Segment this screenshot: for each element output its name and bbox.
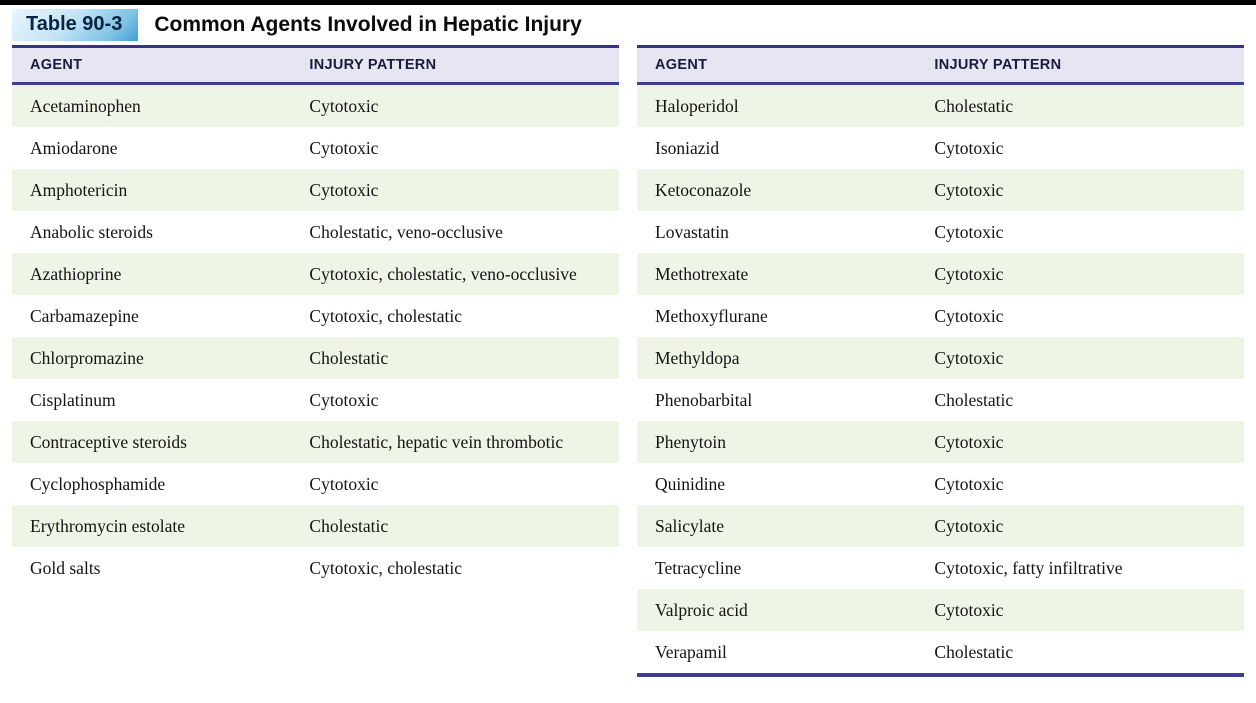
agent-cell: Acetaminophen: [30, 95, 141, 116]
two-column-table-layout: Table 90-3 Common Agents Involved in Hep…: [12, 5, 1244, 677]
injury-cell: Cytotoxic: [309, 389, 379, 410]
agent-cell: Quinidine: [655, 473, 725, 494]
left-column: Table 90-3 Common Agents Involved in Hep…: [12, 5, 619, 677]
agent-cell: Cyclophosphamide: [30, 473, 166, 494]
agent-cell: Valproic acid: [655, 599, 748, 620]
injury-cell: Cytotoxic: [934, 263, 1004, 284]
table-row: Ketoconazole Cytotoxic: [637, 169, 1244, 211]
injury-cell: Cytotoxic: [934, 473, 1004, 494]
table-row: Methoxyflurane Cytotoxic: [637, 295, 1244, 337]
table-row: Erythromycin estolate Cholestatic: [12, 505, 619, 547]
injury-cell: Cytotoxic: [934, 515, 1004, 536]
table-row: Acetaminophen Cytotoxic: [12, 85, 619, 127]
table-caption: Table 90-3 Common Agents Involved in Hep…: [12, 5, 619, 45]
left-table-header: AGENT INJURY PATTERN: [12, 45, 619, 85]
injury-cell: Cholestatic: [934, 641, 1014, 662]
table-row: Phenytoin Cytotoxic: [637, 421, 1244, 463]
agent-cell: Haloperidol: [655, 95, 739, 116]
injury-cell: Cytotoxic, fatty infiltrative: [934, 557, 1123, 578]
agent-column-header: AGENT: [30, 57, 83, 73]
agent-cell: Salicylate: [655, 515, 725, 536]
injury-cell: Cytotoxic, cholestatic: [309, 305, 463, 326]
table-row: Verapamil Cholestatic: [637, 631, 1244, 673]
agent-cell: Phenobarbital: [655, 389, 753, 410]
injury-cell: Cholestatic: [309, 515, 389, 536]
agent-cell: Amiodarone: [30, 137, 118, 158]
right-table-bottom-rule: [637, 673, 1244, 677]
table-row: Amiodarone Cytotoxic: [12, 127, 619, 169]
table-row: Azathioprine Cytotoxic, cholestatic, ven…: [12, 253, 619, 295]
page-top-edge: [0, 0, 1256, 5]
injury-cell: Cholestatic: [309, 347, 389, 368]
table-row: Carbamazepine Cytotoxic, cholestatic: [12, 295, 619, 337]
agent-cell: Anabolic steroids: [30, 221, 153, 242]
table-row: Chlorpromazine Cholestatic: [12, 337, 619, 379]
injury-cell: Cytotoxic: [934, 137, 1004, 158]
table-row: Methyldopa Cytotoxic: [637, 337, 1244, 379]
table-row: Salicylate Cytotoxic: [637, 505, 1244, 547]
table-row: Tetracycline Cytotoxic, fatty infiltrati…: [637, 547, 1244, 589]
agent-cell: Chlorpromazine: [30, 347, 144, 368]
injury-cell: Cholestatic: [934, 95, 1014, 116]
agent-cell: Carbamazepine: [30, 305, 139, 326]
agent-cell: Tetracycline: [655, 557, 742, 578]
table-row: Anabolic steroids Cholestatic, veno-occl…: [12, 211, 619, 253]
agent-cell: Methotrexate: [655, 263, 749, 284]
injury-cell: Cytotoxic: [934, 179, 1004, 200]
table-row: Valproic acid Cytotoxic: [637, 589, 1244, 631]
agent-cell: Amphotericin: [30, 179, 128, 200]
injury-cell: Cytotoxic: [934, 431, 1004, 452]
injury-cell: Cytotoxic: [309, 137, 379, 158]
agent-cell: Methyldopa: [655, 347, 740, 368]
injury-cell: Cholestatic, hepatic vein thrombotic: [309, 431, 564, 452]
agent-cell: Cisplatinum: [30, 389, 116, 410]
injury-cell: Cytotoxic: [309, 95, 379, 116]
table-row: Gold salts Cytotoxic, cholestatic: [12, 547, 619, 589]
right-table-header: AGENT INJURY PATTERN: [637, 45, 1244, 85]
table-number-tab: Table 90-3: [12, 9, 139, 41]
table-row: Amphotericin Cytotoxic: [12, 169, 619, 211]
right-table-body: Haloperidol Cholestatic Isoniazid Cytoto…: [637, 85, 1244, 673]
agent-cell: Ketoconazole: [655, 179, 752, 200]
table-row: Cyclophosphamide Cytotoxic: [12, 463, 619, 505]
injury-pattern-column-header: INJURY PATTERN: [934, 57, 1062, 73]
agent-cell: Contraceptive steroids: [30, 431, 187, 452]
table-row: Cisplatinum Cytotoxic: [12, 379, 619, 421]
table-row: Lovastatin Cytotoxic: [637, 211, 1244, 253]
right-column-spacer: [637, 5, 1244, 45]
injury-cell: Cytotoxic, cholestatic: [309, 557, 463, 578]
injury-cell: Cytotoxic: [934, 347, 1004, 368]
injury-cell: Cholestatic, veno-occlusive: [309, 221, 503, 242]
table-row: Contraceptive steroids Cholestatic, hepa…: [12, 421, 619, 463]
agent-column-header: AGENT: [655, 57, 708, 73]
injury-cell: Cytotoxic: [309, 179, 379, 200]
left-table-body: Acetaminophen Cytotoxic Amiodarone Cytot…: [12, 85, 619, 589]
table-row: Isoniazid Cytotoxic: [637, 127, 1244, 169]
injury-cell: Cholestatic: [934, 389, 1014, 410]
table-row: Haloperidol Cholestatic: [637, 85, 1244, 127]
injury-cell: Cytotoxic: [934, 599, 1004, 620]
agent-cell: Erythromycin estolate: [30, 515, 186, 536]
table-row: Methotrexate Cytotoxic: [637, 253, 1244, 295]
agent-cell: Phenytoin: [655, 431, 726, 452]
table-title: Common Agents Involved in Hepatic Injury: [154, 13, 582, 36]
table-row: Phenobarbital Cholestatic: [637, 379, 1244, 421]
injury-cell: Cytotoxic: [309, 473, 379, 494]
agent-cell: Verapamil: [655, 641, 727, 662]
agent-cell: Azathioprine: [30, 263, 122, 284]
injury-pattern-column-header: INJURY PATTERN: [309, 57, 437, 73]
agent-cell: Lovastatin: [655, 221, 729, 242]
injury-cell: Cytotoxic, cholestatic, veno-occlusive: [309, 263, 577, 284]
injury-cell: Cytotoxic: [934, 221, 1004, 242]
agent-cell: Gold salts: [30, 557, 101, 578]
agent-cell: Isoniazid: [655, 137, 720, 158]
injury-cell: Cytotoxic: [934, 305, 1004, 326]
right-column: AGENT INJURY PATTERN Haloperidol Cholest…: [637, 5, 1244, 677]
agent-cell: Methoxyflurane: [655, 305, 768, 326]
table-row: Quinidine Cytotoxic: [637, 463, 1244, 505]
